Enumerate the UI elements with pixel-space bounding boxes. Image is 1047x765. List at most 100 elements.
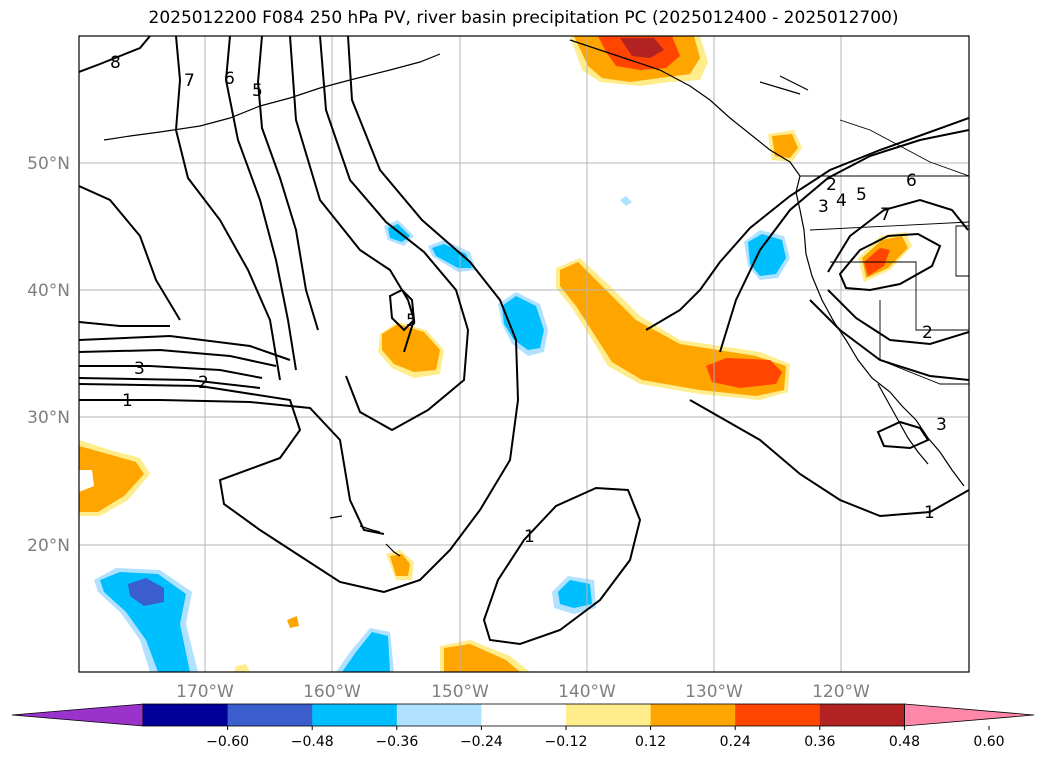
colorbar-bin: [650, 704, 736, 726]
shade-blue-c: [502, 296, 544, 350]
contour-4-west: [79, 348, 277, 367]
colorbar-tick-label: −0.12: [545, 734, 588, 750]
shade-blue-f: [558, 580, 592, 608]
colorbar-tick-label: −0.48: [291, 734, 334, 750]
shade-alaska-darkred: [620, 38, 664, 58]
lat-label-30: 30°N: [27, 408, 70, 428]
shade-bc-orange: [772, 134, 798, 158]
contour-5b-west: [79, 334, 291, 361]
colorbar-tick-label: 0.12: [635, 734, 666, 750]
shade-west-white: [79, 470, 94, 492]
contour-trough-3: [79, 36, 520, 594]
shade-blue-bottom: [342, 632, 390, 672]
contour-6-west: [224, 36, 297, 371]
lon-label-150: 150°W: [431, 682, 489, 702]
gridlines: [79, 36, 969, 672]
contour-labels: 8 7 6 5 3 2 1 5 1 2 3 4 5 6 7 2 3 1: [110, 53, 947, 547]
contour-1-south: [482, 486, 642, 646]
contour-closed-low: [809, 198, 969, 381]
coastlines: [103, 39, 965, 557]
colorbar: −0.60 −0.48 −0.36 −0.24 −0.12 0.12 0.24 0.36 0.4…: [11, 703, 1035, 750]
contour-5-west: [256, 36, 319, 331]
shade-hawaii-orange: [390, 554, 410, 576]
contour-label-3-ridge: 3: [818, 197, 829, 217]
shade-blue-e: [620, 196, 632, 206]
colorbar-bin: [143, 704, 229, 726]
shade-blue-sw-mid: [128, 578, 164, 606]
contour-label-5-ridge: 5: [856, 185, 867, 205]
colorbar-tick-label: −0.24: [460, 734, 503, 750]
contour-label-7-ridge: 7: [880, 205, 891, 225]
contour-7-west: [174, 36, 281, 381]
contour-8: [79, 36, 151, 73]
shade-west-orange: [79, 446, 144, 512]
contour-label-1-south: 1: [524, 527, 535, 547]
border-states-1: [809, 221, 969, 385]
contour-low-inner: [838, 232, 942, 292]
lon-label-170: 170°W: [176, 682, 234, 702]
colorbar-extend-low: [11, 703, 144, 727]
shade-bottom-orange: [444, 644, 520, 672]
shade-tiny-light-1: [234, 664, 250, 672]
colorbar-tick-label: 0.60: [973, 734, 1004, 750]
contour-2-west: [79, 377, 261, 389]
contour-label-7: 7: [184, 71, 195, 91]
contour-ridge-1: [719, 129, 969, 353]
contour-3-west: [79, 365, 263, 379]
coast-northwest-us: [795, 191, 965, 487]
lat-label-40: 40°N: [27, 281, 70, 301]
colorbar-bin: [819, 704, 905, 726]
contour-label-4-ridge: 4: [836, 191, 847, 211]
contour-label-2-east: 2: [922, 323, 933, 343]
lon-label-120: 120°W: [812, 682, 870, 702]
contour-label-1: 1: [122, 391, 133, 411]
colorbar-bin: [227, 704, 313, 726]
contour-label-5-trough: 5: [406, 311, 417, 331]
map-title: 2025012200 F084 250 hPa PV, river basin …: [148, 8, 899, 28]
contour-loop-west: [79, 185, 181, 327]
contour-ridge-3: [689, 399, 969, 518]
coast-baja: [877, 383, 929, 465]
contour-baja-loop: [876, 420, 930, 450]
lon-label-160: 160°W: [303, 682, 361, 702]
latitude-labels: 50°N 40°N 30°N 20°N: [27, 154, 70, 556]
contour-label-6: 6: [224, 69, 235, 89]
colorbar-bin: [566, 704, 652, 726]
colorbar-outline: [142, 703, 905, 727]
shade-plume-red: [706, 358, 782, 388]
coast-ak-islands: [759, 75, 809, 95]
contour-loop-5: [388, 288, 416, 332]
lon-label-140: 140°W: [558, 682, 616, 702]
colorbar-bin: [735, 704, 821, 726]
contour-label-2-ridge: 2: [826, 175, 837, 195]
shade-blue-b: [432, 244, 472, 268]
colorbar-bin: [312, 704, 398, 726]
coast-alaska-aleutian: [103, 53, 441, 141]
lat-label-20: 20°N: [27, 536, 70, 556]
contour-label-3-east: 3: [936, 415, 947, 435]
colorbar-bin: [481, 704, 567, 726]
map-area: 8 7 6 5 3 2 1 5 1 2 3 4 5 6 7 2 3 1: [79, 36, 969, 672]
colorbar-tick-label: −0.36: [375, 734, 418, 750]
colorbar-bin: [396, 704, 482, 726]
contour-trough-2: [319, 36, 470, 432]
contour-label-1-east: 1: [924, 503, 935, 523]
coast-alaska-south: [569, 39, 801, 193]
contour-label-3: 3: [134, 359, 145, 379]
shade-blue-sw: [100, 572, 190, 672]
map-frame: [78, 35, 970, 673]
coast-hawaii: [329, 515, 401, 557]
colorbar-tick-label: −0.60: [206, 734, 249, 750]
contour-label-8: 8: [110, 53, 121, 73]
colorbar-tick-label: 0.48: [889, 734, 920, 750]
lon-label-130: 130°W: [685, 682, 743, 702]
colorbar-tick-label: 0.36: [804, 734, 835, 750]
pv-contours: [79, 36, 969, 646]
precip-shading: [79, 36, 912, 672]
colorbar-extend-high: [904, 703, 1035, 727]
lat-label-50: 50°N: [27, 154, 70, 174]
contour-label-6-ridge: 6: [906, 171, 917, 191]
colorbar-tick-label: 0.24: [720, 734, 751, 750]
contour-ridge-2: [645, 117, 969, 331]
